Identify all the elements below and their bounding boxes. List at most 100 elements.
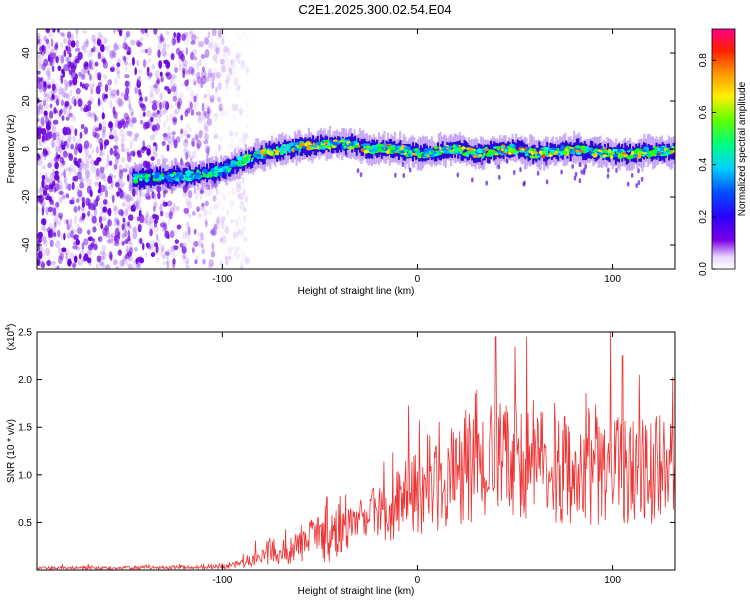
ridge-body bbox=[249, 151, 252, 169]
noise-speckle bbox=[145, 195, 152, 200]
noise-speckle bbox=[76, 198, 80, 203]
noise-speckle bbox=[208, 92, 212, 100]
noise-speckle bbox=[239, 229, 245, 238]
ridge-hotspot bbox=[250, 158, 254, 162]
ridge-tail bbox=[626, 181, 630, 187]
ridge-body bbox=[301, 138, 304, 156]
noise-speckle bbox=[212, 71, 219, 79]
noise-speckle bbox=[191, 248, 196, 256]
noise-speckle bbox=[77, 193, 83, 201]
noise-speckle bbox=[65, 81, 71, 88]
ridge-hotspot bbox=[602, 154, 608, 158]
noise-speckle bbox=[137, 223, 143, 231]
noise-speckle bbox=[192, 140, 196, 150]
noise-speckle bbox=[197, 82, 202, 92]
ridge-tail bbox=[402, 173, 406, 178]
ridge-hotspot bbox=[132, 176, 138, 180]
figure-title: C2E1.2025.300.02.54.E04 bbox=[298, 2, 452, 17]
noise-speckle bbox=[234, 130, 239, 137]
noise-speckle bbox=[113, 44, 119, 52]
y-tick-label: 2.5 bbox=[18, 328, 32, 339]
ridge-tail bbox=[637, 180, 641, 186]
ridge-hotspot bbox=[459, 151, 463, 155]
ridge-hotspot bbox=[541, 150, 546, 155]
ridge-hotspot bbox=[363, 149, 369, 154]
x-tick-label: 100 bbox=[604, 575, 621, 586]
noise-speckle bbox=[189, 30, 194, 35]
noise-speckle bbox=[157, 43, 163, 50]
noise-speckle bbox=[53, 221, 57, 228]
noise-speckle bbox=[118, 209, 124, 216]
noise-speckle bbox=[190, 109, 194, 116]
noise-speckle bbox=[73, 215, 78, 224]
noise-speckle bbox=[226, 232, 230, 236]
noise-speckle bbox=[48, 196, 52, 203]
noise-speckle bbox=[46, 68, 51, 77]
noise-speckle bbox=[87, 100, 92, 106]
noise-speckle bbox=[69, 105, 72, 110]
noise-speckle bbox=[113, 111, 118, 119]
noise-speckle bbox=[98, 181, 102, 190]
noise-speckle bbox=[207, 144, 212, 152]
ridge-hotspot bbox=[603, 149, 608, 154]
noise-speckle bbox=[44, 93, 50, 103]
noise-speckle bbox=[165, 60, 170, 70]
noise-speckle bbox=[166, 260, 170, 269]
noise-speckle bbox=[147, 47, 152, 56]
noise-speckle bbox=[97, 31, 103, 40]
noise-speckle bbox=[228, 67, 233, 76]
noise-speckle bbox=[186, 78, 190, 84]
noise-speckle bbox=[193, 56, 198, 61]
noise-speckle bbox=[162, 108, 166, 115]
noise-speckle bbox=[117, 229, 121, 237]
ridge-hotspot bbox=[628, 155, 634, 159]
noise-speckle bbox=[181, 33, 186, 41]
noise-speckle bbox=[162, 189, 169, 194]
noise-speckle bbox=[215, 42, 221, 51]
noise-speckle bbox=[75, 87, 81, 95]
noise-speckle bbox=[167, 141, 173, 147]
noise-speckle bbox=[219, 261, 224, 266]
noise-speckle bbox=[50, 211, 54, 217]
noise-speckle bbox=[59, 31, 65, 36]
noise-speckle bbox=[70, 125, 75, 131]
noise-speckle bbox=[151, 191, 155, 199]
noise-speckle bbox=[189, 101, 193, 110]
noise-speckle bbox=[153, 29, 158, 35]
noise-speckle bbox=[69, 128, 72, 136]
y-axis-label: Frequency (Hz) bbox=[6, 115, 17, 184]
x-axis-label: Height of straight line (km) bbox=[298, 586, 415, 597]
noise-speckle bbox=[219, 107, 224, 116]
noise-speckle bbox=[230, 205, 235, 211]
ridge-hotspot bbox=[144, 175, 149, 178]
noise-speckle bbox=[102, 57, 107, 65]
ridge-hotspot bbox=[655, 153, 661, 156]
noise-speckle bbox=[41, 174, 46, 181]
ridge-hotspot bbox=[642, 154, 646, 157]
noise-speckle bbox=[207, 39, 211, 48]
noise-speckle bbox=[225, 243, 230, 250]
noise-speckle bbox=[214, 150, 218, 159]
ridge-hotspot bbox=[161, 176, 165, 180]
noise-speckle bbox=[204, 124, 208, 134]
noise-speckle bbox=[212, 195, 217, 202]
noise-speckle bbox=[184, 138, 188, 144]
noise-speckle bbox=[127, 263, 133, 269]
noise-speckle bbox=[105, 264, 111, 269]
ridge-tail bbox=[408, 167, 412, 173]
noise-speckle bbox=[196, 140, 202, 149]
noise-speckle bbox=[102, 185, 108, 192]
noise-speckle bbox=[172, 82, 177, 91]
ridge-hotspot bbox=[139, 174, 144, 178]
noise-speckle bbox=[43, 58, 48, 67]
noise-speckle bbox=[129, 140, 133, 149]
noise-speckle bbox=[124, 196, 131, 204]
noise-speckle bbox=[46, 151, 52, 156]
noise-speckle bbox=[67, 104, 72, 111]
ridge-hotspot bbox=[317, 142, 321, 146]
noise-speckle bbox=[42, 218, 47, 226]
noise-speckle bbox=[47, 31, 53, 38]
ridge-hotspot bbox=[232, 164, 236, 168]
noise-speckle bbox=[221, 215, 226, 223]
noise-speckle bbox=[173, 37, 176, 45]
